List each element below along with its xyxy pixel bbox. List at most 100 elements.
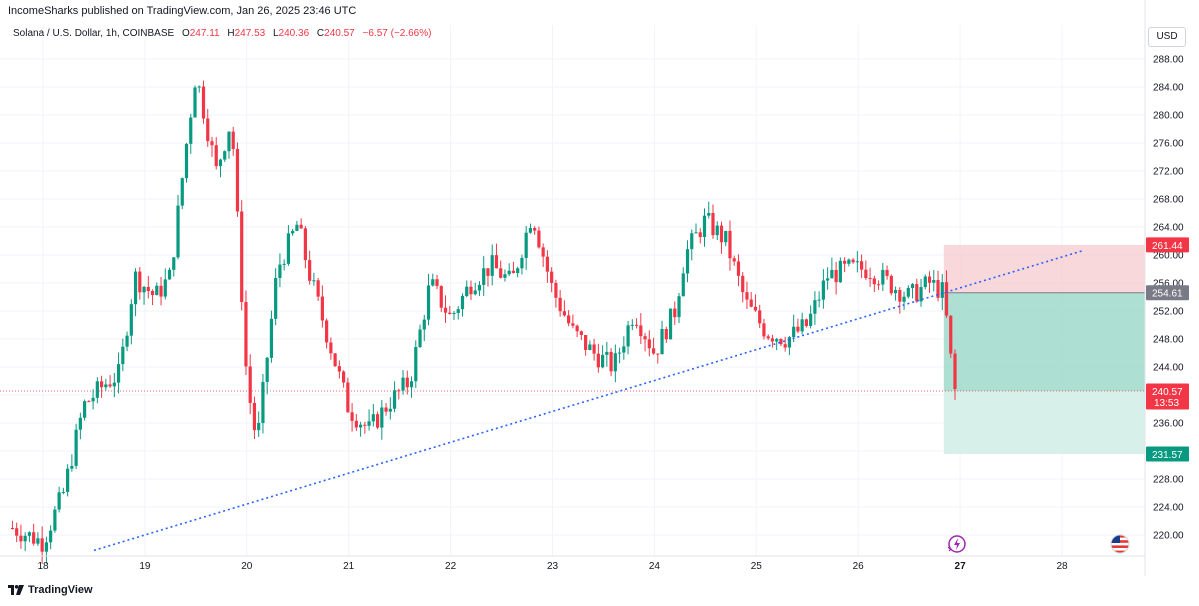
candle-body [770, 338, 775, 342]
candle-body [741, 275, 745, 293]
candle-body [533, 228, 537, 231]
long-position-tool[interactable] [0, 244, 1145, 455]
candle-body [223, 151, 227, 160]
us-flag-icon[interactable] [1110, 534, 1130, 554]
candle-body [494, 255, 499, 269]
candle-body [562, 311, 566, 316]
currency-selector[interactable]: USD [1148, 27, 1186, 47]
candle-body [838, 260, 842, 283]
candle-body [329, 342, 333, 354]
candle-body [834, 269, 838, 283]
price-tick-label: 236.00 [1153, 419, 1184, 430]
candle-body [53, 509, 57, 531]
candle-body [567, 315, 571, 324]
candle-body [342, 371, 346, 383]
stop-loss-zone[interactable] [943, 244, 1145, 293]
low-label: L [272, 28, 279, 39]
candle-body [872, 278, 876, 285]
candle-body [889, 275, 893, 294]
publisher-caption: IncomeSharks published on TradingView.co… [8, 5, 357, 17]
candle-body [528, 228, 533, 233]
profit-zone-filled[interactable] [943, 292, 1145, 392]
candle-body [15, 528, 19, 536]
candle-body [575, 325, 579, 332]
price-label-entry[interactable]: 254.61 [1152, 289, 1183, 300]
candle-body [486, 268, 490, 276]
candle-body [23, 535, 27, 542]
price-label-target[interactable]: 231.57 [1152, 450, 1183, 461]
price-tick-label: 248.00 [1153, 335, 1184, 346]
candle-body [927, 276, 932, 283]
candle-body [363, 424, 367, 426]
open-label: O [181, 28, 190, 39]
price-label-stop-loss-bg [1146, 237, 1189, 253]
price-label-target-bg [1146, 446, 1189, 462]
candle-body [817, 299, 821, 301]
lightning-icon[interactable] [946, 534, 966, 554]
candle-body [851, 259, 855, 263]
candle-body [940, 282, 944, 298]
candle-body [244, 302, 248, 367]
candle-body [584, 334, 588, 350]
candle-body [524, 232, 528, 258]
price-label-stop-loss[interactable]: 261.44 [1152, 241, 1183, 252]
candle-body [796, 326, 800, 332]
price-tick-label: 260.00 [1153, 251, 1184, 262]
candle-body [36, 538, 40, 544]
time-axis[interactable]: 18 19 20 21 22 23 24 25 26 27 28 [0, 555, 1145, 572]
candle-body [702, 215, 707, 238]
tradingview-footer[interactable]: TradingView [8, 584, 93, 596]
candle-body [257, 422, 261, 431]
candle-body [10, 528, 15, 529]
candle-body [634, 324, 639, 326]
candle-body [537, 230, 541, 248]
candle-body [609, 351, 613, 372]
price-label-last-price[interactable]: 240.57 [1152, 387, 1183, 398]
candle-body [893, 289, 898, 294]
candle-body [465, 286, 469, 297]
candle-body [346, 382, 350, 413]
candle-body [104, 384, 108, 388]
ascending-trendline[interactable] [93, 250, 1083, 552]
candle-body [762, 323, 766, 337]
trendline[interactable] [93, 250, 1083, 552]
candle-body [397, 390, 401, 392]
candle-body [664, 328, 668, 340]
candle-body [308, 260, 312, 281]
candle-body [354, 420, 358, 428]
low-value: 240.36 [278, 28, 310, 39]
candle-body [707, 213, 711, 216]
candle-body [571, 323, 575, 326]
candle-body [698, 232, 702, 238]
candle-body [87, 401, 91, 403]
candle-body [27, 532, 32, 536]
candle-body [821, 280, 825, 300]
candle-body [375, 414, 380, 428]
candle-body [57, 492, 61, 510]
candle-body [210, 141, 214, 146]
change-value: −6.57 (−2.66%) [362, 28, 432, 39]
symbol-title[interactable]: Solana / U.S. Dollar, 1h, COINBASE [13, 28, 175, 39]
candle-body [286, 233, 291, 264]
price-label-countdown: 13:53 [1154, 398, 1179, 409]
candle-body [388, 408, 392, 412]
candle-body [176, 205, 180, 258]
candle-body [138, 271, 142, 293]
high-value: 247.53 [234, 28, 266, 39]
high-label: H [227, 28, 235, 39]
candle-body [936, 280, 940, 298]
price-tick-label: 228.00 [1153, 475, 1184, 486]
candle-body [426, 285, 431, 320]
close-label: C [316, 28, 325, 39]
candle-body [180, 178, 184, 206]
candle-body [312, 280, 316, 282]
candle-body [792, 326, 796, 338]
candlestick-series [10, 80, 957, 564]
candle-body [753, 306, 758, 311]
candle-body [95, 381, 99, 398]
candle-body [902, 296, 906, 302]
price-axis[interactable]: 220.00224.00228.00232.00236.00240.00244.… [1144, 0, 1189, 576]
candle-body [685, 249, 690, 274]
target-zone[interactable] [943, 391, 1145, 455]
